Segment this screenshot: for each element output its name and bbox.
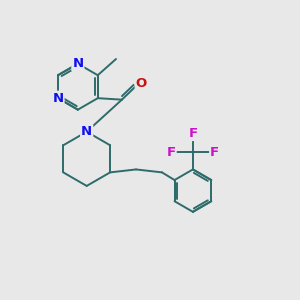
Text: N: N [81,125,92,138]
Text: F: F [210,146,219,159]
Text: N: N [72,57,83,70]
Text: N: N [52,92,64,105]
Text: O: O [136,77,147,90]
Text: F: F [188,127,197,140]
Text: F: F [167,146,176,159]
